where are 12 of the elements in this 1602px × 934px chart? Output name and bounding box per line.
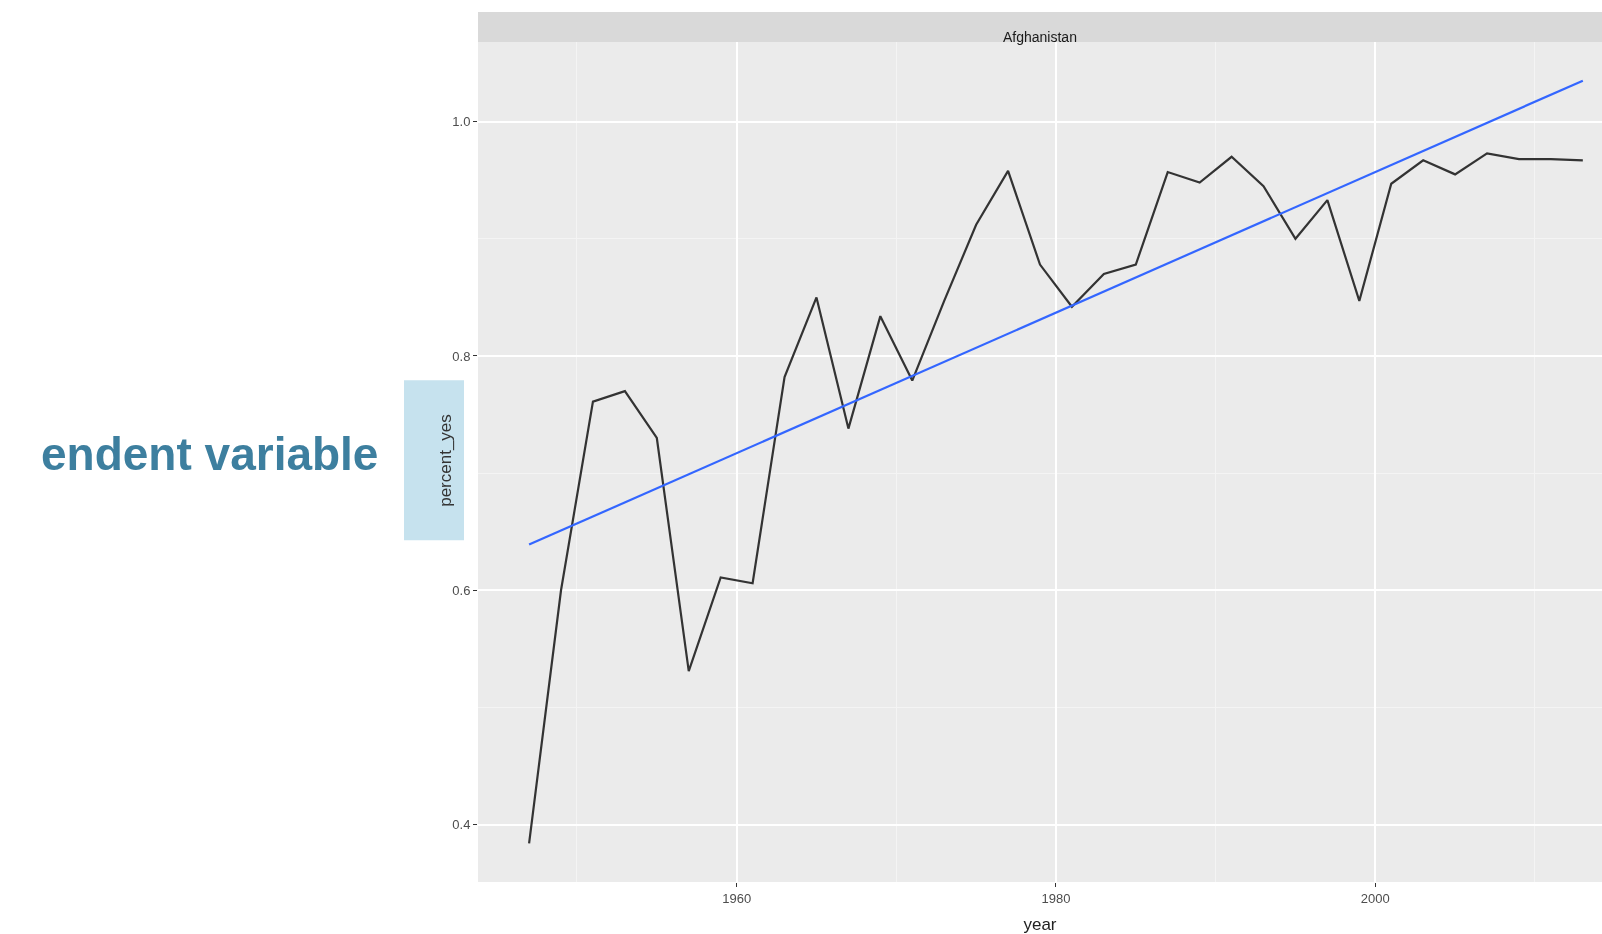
x-tick-label: 1960 xyxy=(722,890,752,906)
y-tick-label: 0.8 xyxy=(452,348,471,364)
y-tick-label: 0.6 xyxy=(452,582,471,598)
x-axis-title: year xyxy=(1023,915,1057,934)
y-tick-label: 0.4 xyxy=(452,817,471,833)
line-series xyxy=(527,152,1584,845)
text: endent variable xyxy=(41,428,379,480)
x-tick-label: 1980 xyxy=(1041,890,1071,906)
x-tick-label: 2000 xyxy=(1360,890,1390,906)
chart-title: Afghanistan xyxy=(1003,29,1077,45)
y-tick-label: 1.0 xyxy=(452,114,471,130)
y-axis-title: percent_yes xyxy=(436,414,456,507)
